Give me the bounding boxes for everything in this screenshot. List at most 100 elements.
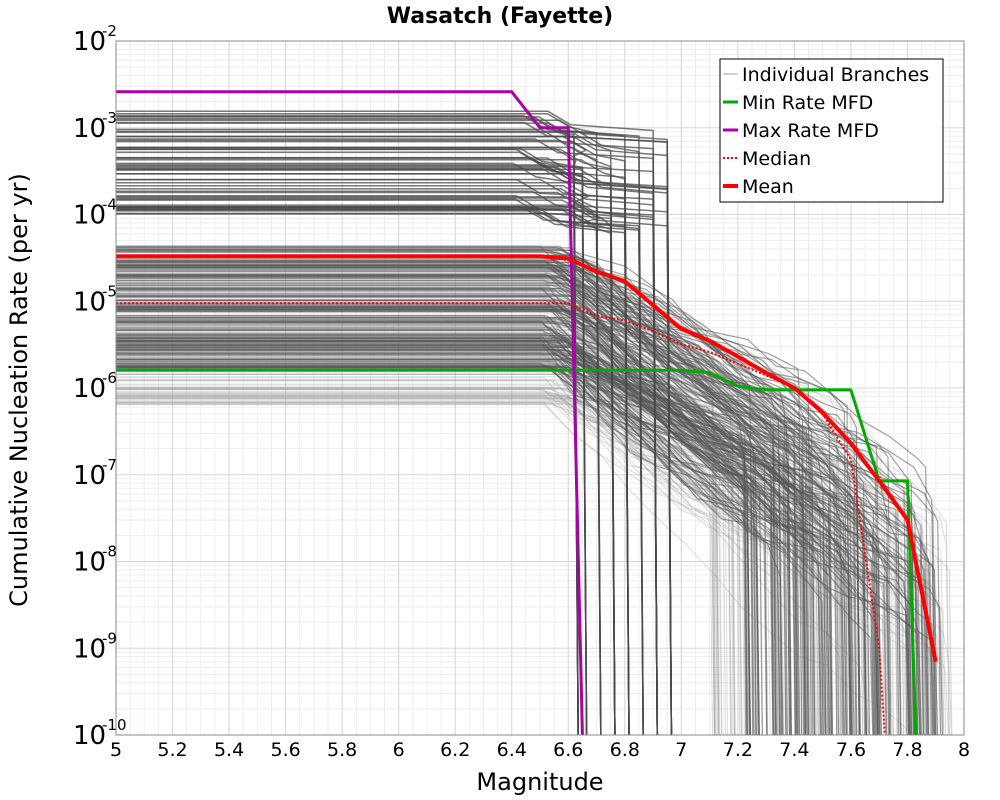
- legend-label: Median: [742, 148, 811, 170]
- y-tick-base: 10: [73, 27, 106, 57]
- branch-line: [116, 388, 771, 736]
- chart-title: Wasatch (Fayette): [387, 4, 613, 29]
- x-tick-label: 6.2: [440, 739, 470, 761]
- y-tick-base: 10: [73, 634, 106, 664]
- branch-line: [116, 264, 927, 736]
- y-tick-base: 10: [73, 721, 106, 751]
- x-tick-label: 5: [110, 739, 122, 761]
- y-tick-base: 10: [73, 461, 106, 491]
- y-tick-exponent: -5: [102, 282, 117, 300]
- x-tick-label: 5.2: [157, 739, 187, 761]
- branch-line: [116, 316, 891, 736]
- branch-line: [116, 190, 588, 736]
- branch-line: [116, 320, 853, 736]
- legend-label: Mean: [742, 176, 794, 198]
- legend-label: Max Rate MFD: [742, 120, 879, 142]
- branch-line: [116, 380, 743, 736]
- y-tick-exponent: -7: [102, 456, 117, 474]
- legend-items: Individual Branches Min Rate MFD Max Rate …: [723, 64, 929, 198]
- branch-line: [116, 359, 824, 736]
- plot-frame: [115, 40, 965, 736]
- y-tick-base: 10: [73, 548, 106, 578]
- x-tick-label: 6.8: [610, 739, 640, 761]
- x-tick-label: 7.6: [836, 739, 866, 761]
- legend-label: Individual Branches: [742, 64, 929, 86]
- plot-area: [115, 40, 965, 736]
- branch-line: [116, 205, 673, 736]
- branch-line: [116, 110, 659, 736]
- branch-line: [116, 136, 588, 736]
- y-tick-label: 10-6: [73, 369, 117, 404]
- branch-line: [116, 288, 915, 736]
- y-tick-label: 10-10: [73, 716, 127, 751]
- y-tick-base: 10: [73, 201, 106, 231]
- legend-label: Min Rate MFD: [742, 92, 873, 114]
- y-tick-label: 10-7: [73, 456, 117, 491]
- y-tick-label: 10-3: [73, 109, 117, 144]
- x-tick-label: 7: [675, 739, 687, 761]
- y-tick-exponent: -3: [102, 109, 117, 127]
- branch-line: [116, 322, 900, 736]
- y-tick-exponent: -4: [102, 196, 117, 214]
- branch-line: [116, 299, 840, 736]
- legend-item: Median: [723, 148, 811, 170]
- branch-line: [116, 178, 630, 736]
- legend-item: Min Rate MFD: [723, 92, 873, 114]
- x-tick-label: 5.8: [327, 739, 357, 761]
- branch-line: [116, 299, 922, 736]
- y-tick-exponent: -9: [102, 629, 117, 647]
- series-max-rate-mfd: [116, 90, 584, 736]
- legend-item: Mean: [723, 176, 794, 198]
- series-min-rate-mfd: [116, 368, 918, 736]
- branch-line: [116, 347, 822, 736]
- x-tick-label: 7.8: [892, 739, 922, 761]
- branch-line: [116, 359, 824, 736]
- legend: Individual Branches Min Rate MFD Max Rate …: [719, 58, 944, 203]
- series-mean: [116, 254, 938, 663]
- x-tick-label: 7.4: [779, 739, 809, 761]
- y-tick-label: 10-4: [73, 196, 117, 231]
- branch-line: [116, 361, 751, 736]
- branch-line: [116, 399, 913, 736]
- x-tick-label: 5.6: [270, 739, 300, 761]
- x-tick-label: 7.2: [723, 739, 753, 761]
- branch-line: [116, 305, 806, 736]
- y-tick-label: 10-2: [73, 22, 117, 57]
- branch-line: [116, 210, 644, 736]
- y-tick-base: 10: [73, 374, 106, 404]
- branch-line: [116, 257, 867, 736]
- y-tick-exponent: -6: [102, 369, 117, 387]
- branch-line: [116, 350, 768, 736]
- y-tick-label: 10-8: [73, 543, 117, 578]
- branch-line: [116, 295, 749, 736]
- y-axis-title: Cumulative Nucleation Rate (per yr): [5, 173, 33, 607]
- branch-line: [116, 379, 720, 736]
- branch-line: [116, 249, 892, 736]
- legend-item: Max Rate MFD: [723, 120, 879, 142]
- branch-line: [116, 309, 827, 736]
- branch-line: [116, 343, 845, 736]
- y-tick-exponent: -8: [102, 543, 117, 561]
- x-tick-label: 6.6: [553, 739, 583, 761]
- branch-line: [116, 321, 913, 736]
- x-tick-label: 6.4: [497, 739, 527, 761]
- legend-box: [719, 58, 944, 203]
- branch-line: [116, 164, 616, 736]
- y-tick-exponent: -10: [102, 716, 127, 734]
- x-tick-label: 8: [958, 739, 970, 761]
- x-axis-title: Magnitude: [476, 768, 603, 796]
- y-tick-exponent: -2: [102, 22, 117, 40]
- x-tick-label: 5.4: [214, 739, 244, 761]
- branch-line: [116, 396, 779, 736]
- y-tick-base: 10: [73, 287, 106, 317]
- legend-item: Individual Branches: [723, 64, 929, 86]
- branch-line: [116, 369, 784, 736]
- x-axis-ticks: 5 5.2 5.4 5.6 5.8 6 6.2 6.4 6.6 6.8 7 7.2 7.4 7.6 7.8 8: [110, 739, 970, 761]
- x-tick-label: 6: [393, 739, 405, 761]
- y-tick-label: 10-5: [73, 282, 117, 317]
- y-tick-label: 10-9: [73, 629, 117, 664]
- series-median: [116, 302, 886, 736]
- summary-series: [116, 90, 938, 736]
